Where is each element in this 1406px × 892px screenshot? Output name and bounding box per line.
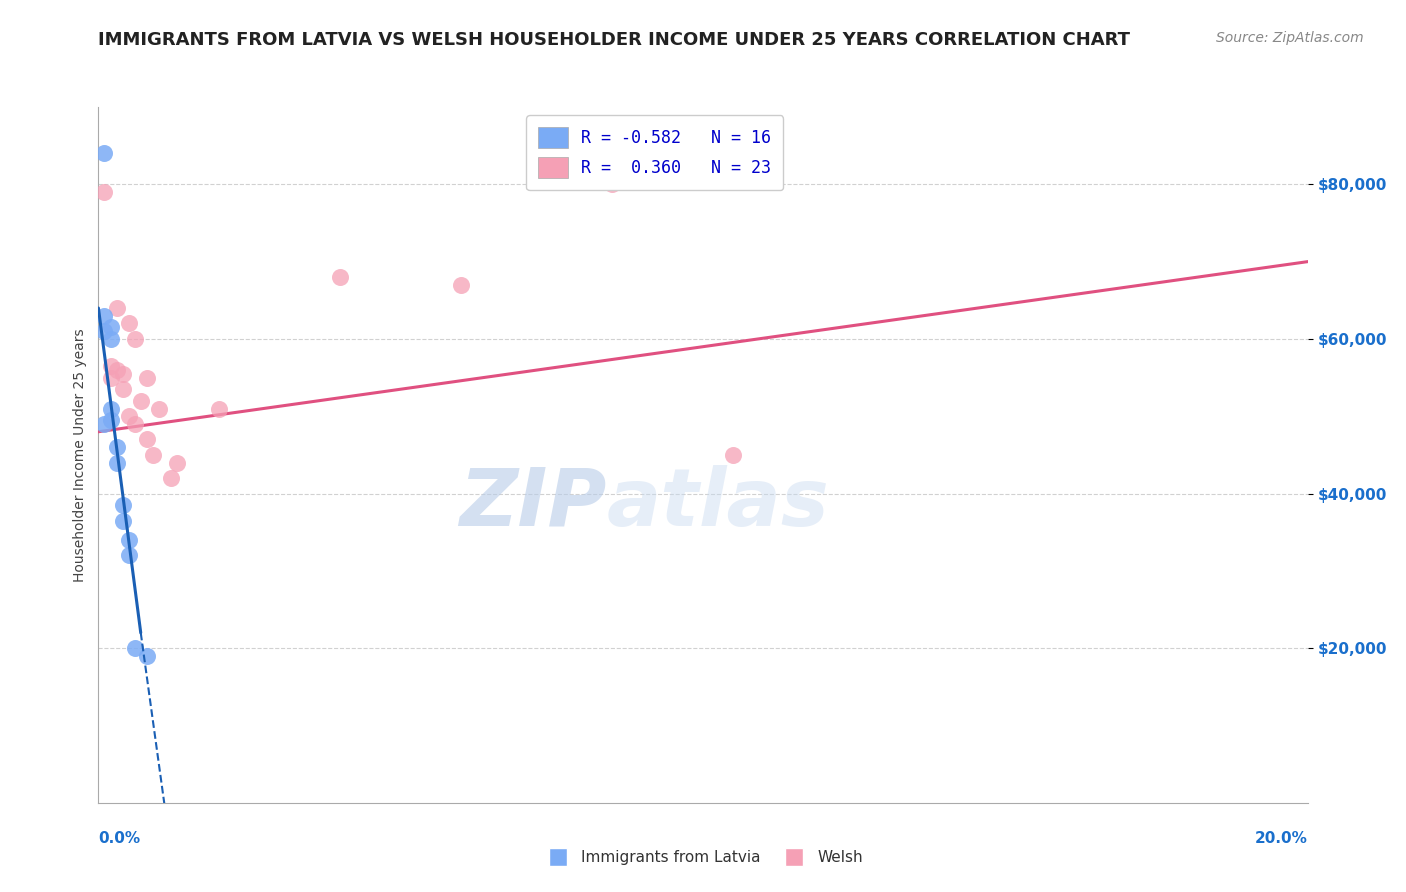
Point xyxy=(118,409,141,424)
Text: 20.0%: 20.0% xyxy=(1254,831,1308,846)
Point xyxy=(111,382,134,396)
Text: Source: ZipAtlas.com: Source: ZipAtlas.com xyxy=(1216,31,1364,45)
Point xyxy=(450,277,472,292)
Point xyxy=(118,549,141,563)
Point xyxy=(208,401,231,416)
Point xyxy=(111,498,134,512)
Point xyxy=(135,433,157,447)
Legend: R = -0.582   N = 16, R =  0.360   N = 23: R = -0.582 N = 16, R = 0.360 N = 23 xyxy=(526,115,783,190)
Point xyxy=(111,514,134,528)
Point xyxy=(111,367,134,381)
Point xyxy=(93,185,115,199)
Point xyxy=(135,648,157,663)
Point xyxy=(148,401,170,416)
Point xyxy=(602,178,624,192)
Point xyxy=(100,359,122,373)
Point xyxy=(142,448,165,462)
Point xyxy=(118,317,141,331)
Text: 0.0%: 0.0% xyxy=(98,831,141,846)
Point xyxy=(100,370,122,384)
Point xyxy=(93,146,115,161)
Point xyxy=(329,270,352,285)
Point xyxy=(105,456,128,470)
Point xyxy=(160,471,183,485)
Point xyxy=(105,440,128,454)
Point xyxy=(135,370,157,384)
Point xyxy=(105,363,128,377)
Text: atlas: atlas xyxy=(606,465,830,542)
Point xyxy=(129,393,152,408)
Point xyxy=(166,456,188,470)
Point xyxy=(118,533,141,547)
Point xyxy=(124,641,146,656)
Point xyxy=(93,417,115,431)
Point xyxy=(124,332,146,346)
Point xyxy=(124,417,146,431)
Point xyxy=(105,301,128,315)
Point xyxy=(100,413,122,427)
Text: IMMIGRANTS FROM LATVIA VS WELSH HOUSEHOLDER INCOME UNDER 25 YEARS CORRELATION CH: IMMIGRANTS FROM LATVIA VS WELSH HOUSEHOL… xyxy=(98,31,1130,49)
Y-axis label: Householder Income Under 25 years: Householder Income Under 25 years xyxy=(73,328,87,582)
Point xyxy=(93,309,115,323)
Point xyxy=(100,332,122,346)
Legend: Immigrants from Latvia, Welsh: Immigrants from Latvia, Welsh xyxy=(537,844,869,871)
Point xyxy=(721,448,744,462)
Point xyxy=(93,324,115,338)
Point xyxy=(100,320,122,334)
Point xyxy=(100,401,122,416)
Text: ZIP: ZIP xyxy=(458,465,606,542)
